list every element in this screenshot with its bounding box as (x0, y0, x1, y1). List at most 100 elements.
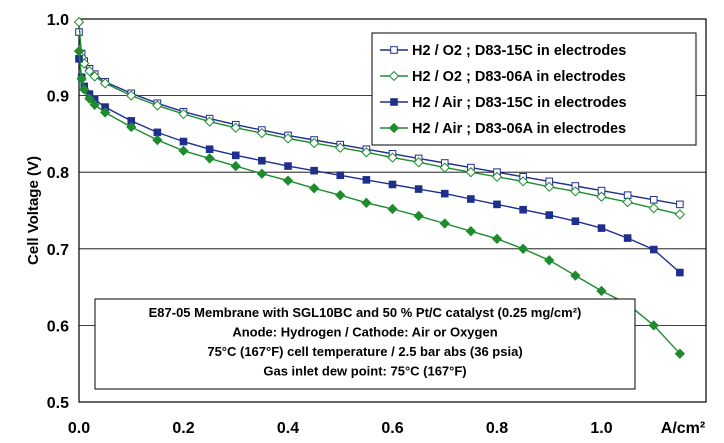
data-point (89, 99, 100, 110)
data-point (674, 209, 686, 220)
data-point (493, 200, 501, 209)
data-point (84, 65, 95, 77)
data-point (544, 255, 555, 266)
data-point (362, 176, 371, 184)
data-point (676, 268, 684, 277)
data-point (308, 183, 320, 194)
data-point (465, 226, 477, 237)
conditions-note: E87-05 Membrane with SGL10BC and 50 % Pt… (94, 298, 636, 390)
data-point (99, 78, 111, 89)
data-point (152, 134, 163, 146)
data-point (178, 108, 189, 120)
data-point (519, 205, 527, 214)
legend-entry: H2 / O2 ; D83-06A in electrodes (380, 69, 626, 85)
data-point (571, 217, 580, 226)
series-line (78, 22, 681, 215)
data-point (282, 175, 294, 186)
data-point (284, 162, 292, 170)
data-point (517, 176, 529, 187)
y-tick-label: 1.0 (47, 12, 69, 29)
data-point (467, 195, 475, 203)
data-point (84, 93, 95, 104)
data-point (517, 243, 529, 254)
legend-entry: H2 / Air ; D83-06A in electrodes (380, 121, 626, 137)
series-3 (75, 55, 684, 277)
x-tick-label: 0.6 (381, 420, 403, 437)
data-point (153, 128, 162, 137)
data-point (545, 211, 554, 219)
data-point (465, 167, 477, 178)
data-point (204, 153, 215, 164)
data-point (99, 107, 111, 118)
data-point (361, 197, 372, 209)
data-point (544, 181, 555, 192)
data-point (336, 171, 345, 180)
x-axis-unit-label: A/cm² (661, 420, 705, 437)
x-axis-ticks: 0.0 0.2 0.4 0.6 0.8 1.0 (68, 420, 613, 437)
data-point (308, 137, 320, 149)
legend: H2 / O2 ; D83-15C in electrodes H2 / O2 ;… (371, 32, 697, 146)
y-tick-label: 0.6 (47, 318, 69, 335)
data-point (390, 98, 398, 106)
series-line (78, 58, 681, 274)
x-tick-label: 0.8 (486, 420, 508, 437)
data-point (73, 46, 85, 57)
data-point (387, 203, 398, 215)
note-line: Anode: Hydrogen / Cathode: Air or Oxygen (232, 325, 497, 340)
data-point (204, 116, 215, 127)
legend-label: H2 / O2 ; D83-15C in electrodes (412, 43, 626, 59)
note-line: E87-05 Membrane with SGL10BC and 50 % Pt… (149, 305, 582, 320)
legend-box (371, 32, 697, 146)
data-point (440, 189, 449, 198)
data-point (256, 168, 268, 179)
note-line: 75°C (167°F) cell temperature / 2.5 bar … (207, 344, 522, 359)
data-point (256, 127, 268, 139)
data-point (570, 270, 581, 281)
y-axis-ticks: 0.5 0.6 0.7 0.8 0.9 1.0 (47, 12, 69, 412)
data-point (439, 218, 450, 229)
legend-label: H2 / Air ; D83-06A in electrodes (412, 121, 626, 137)
data-point (491, 171, 503, 182)
legend-label: H2 / Air ; D83-15C in electrodes (412, 95, 627, 111)
data-point (152, 100, 163, 111)
series-2 (73, 16, 686, 220)
y-tick-label: 0.7 (47, 242, 69, 259)
series-layer (73, 16, 686, 359)
x-tick-label: 0.2 (172, 420, 194, 437)
data-point (623, 234, 632, 242)
data-point (73, 16, 85, 28)
legend-entry: H2 / O2 ; D83-15C in electrodes (380, 43, 626, 59)
data-point (282, 133, 294, 144)
data-point (414, 185, 423, 193)
data-point (597, 224, 606, 232)
data-point (388, 70, 400, 82)
data-point (648, 203, 659, 214)
plot-area-frame (78, 18, 707, 403)
data-point (439, 162, 450, 173)
data-point (491, 233, 503, 245)
y-tick-label: 0.8 (47, 165, 69, 182)
data-point (676, 200, 684, 209)
data-point (258, 156, 266, 165)
data-point (230, 160, 241, 172)
legend-label: H2 / O2 ; D83-06A in electrodes (412, 69, 626, 85)
data-point (89, 71, 100, 82)
note-box (94, 298, 636, 390)
x-tick-label: 1.0 (590, 420, 612, 437)
data-point (205, 145, 214, 154)
x-tick-label: 0.0 (68, 420, 90, 437)
data-point (387, 152, 398, 163)
y-axis-label: Cell Voltage (V) (25, 156, 42, 265)
data-point (388, 122, 400, 134)
data-point (388, 180, 397, 189)
data-point (413, 210, 424, 222)
data-point (648, 320, 659, 331)
data-point (649, 195, 658, 204)
legend-entry: H2 / Air ; D83-15C in electrodes (380, 95, 627, 111)
series-line (78, 31, 681, 206)
data-point (126, 121, 137, 133)
data-point (179, 137, 188, 146)
data-point (596, 285, 607, 297)
data-point (126, 90, 137, 101)
